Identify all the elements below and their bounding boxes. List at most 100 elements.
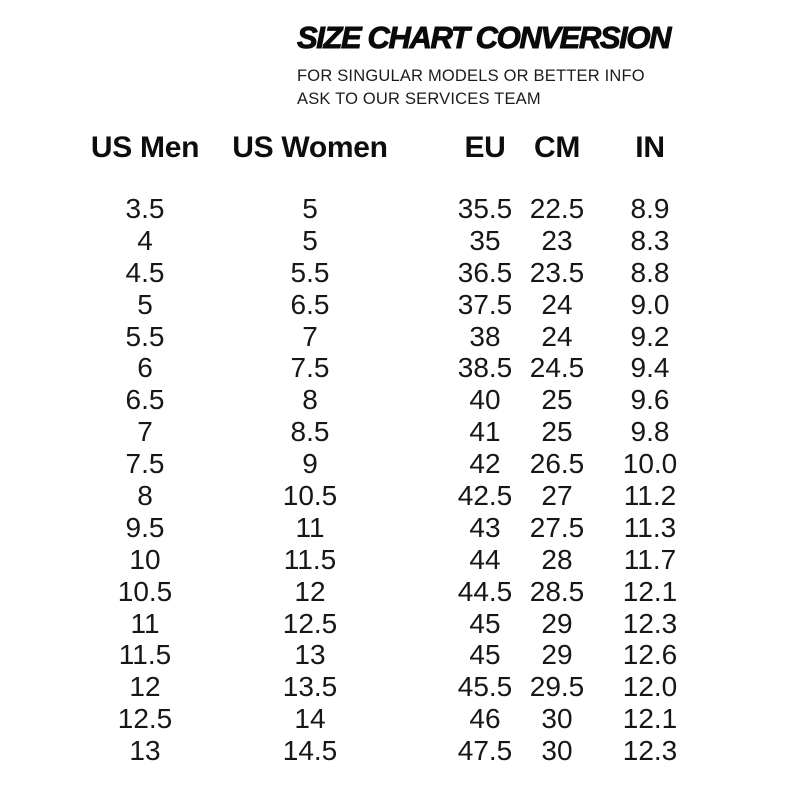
chart-header: SIZE CHART CONVERSION FOR SINGULAR MODEL…: [297, 20, 672, 110]
cell-eu: 38.5: [457, 352, 513, 384]
cell-eu: 46: [469, 703, 501, 735]
table-row: 6.5 8 40 25 9.6: [75, 384, 735, 416]
cell-us-men: 11.5: [118, 639, 172, 671]
cell-us-men: 11: [130, 607, 160, 639]
cell-eu: 40: [469, 384, 501, 416]
cell-cm: 24.5: [529, 352, 585, 384]
table-row: 12 13.5 45.5 29.5 12.0: [75, 671, 735, 703]
cell-us-men: 5.5: [125, 320, 165, 352]
cell-cm: 25: [541, 416, 573, 448]
cell-in: 9.4: [630, 352, 670, 384]
table-row: 5.5 7 38 24 9.2: [75, 321, 735, 353]
cell-us-men: 9.5: [125, 511, 165, 543]
cell-in: 8.9: [630, 193, 670, 224]
cell-us-men: 7: [137, 416, 153, 448]
table-row: 4.5 5.5 36.5 23.5 8.8: [75, 257, 735, 289]
cell-us-men: 6: [137, 352, 153, 384]
cell-cm: 27: [541, 480, 573, 512]
cell-us-men: 10.5: [117, 575, 173, 607]
cell-in: 9.6: [630, 384, 670, 416]
cell-in: 12.3: [622, 735, 678, 767]
cell-us-women: 5.5: [290, 256, 330, 288]
cell-us-women: 8.5: [290, 416, 330, 448]
table-row: 7 8.5 41 25 9.8: [75, 416, 735, 448]
cell-us-women: 7.5: [290, 352, 330, 384]
subtitle-line-1: FOR SINGULAR MODELS OR BETTER INFO: [297, 67, 645, 85]
cell-eu: 42.5: [457, 480, 513, 512]
cell-us-men: 4.5: [125, 256, 165, 288]
cell-eu: 35: [469, 224, 501, 256]
cell-eu: 43: [469, 511, 501, 543]
cell-us-men: 5: [137, 288, 153, 320]
cell-us-women: 7: [302, 320, 318, 352]
cell-cm: 23.5: [529, 256, 585, 288]
cell-in: 11.3: [623, 511, 677, 543]
cell-cm: 29: [541, 639, 573, 671]
table-row: 10 11.5 44 28 11.7: [75, 544, 735, 576]
table-row: 6 7.5 38.5 24.5 9.4: [75, 352, 735, 384]
cell-in: 12.0: [622, 671, 678, 703]
cell-cm: 30: [541, 703, 573, 735]
cell-in: 12.1: [622, 703, 678, 735]
cell-cm: 24: [541, 288, 573, 320]
cell-in: 8.3: [630, 224, 670, 256]
cell-eu: 38: [469, 320, 501, 352]
cell-cm: 27.5: [529, 511, 585, 543]
cell-us-women: 8: [302, 384, 318, 416]
table-row: 9.5 11 43 27.5 11.3: [75, 512, 735, 544]
cell-in: 9.2: [630, 320, 670, 352]
cell-us-women: 10.5: [282, 480, 338, 512]
cell-in: 8.8: [630, 256, 670, 288]
cell-us-men: 3.5: [125, 193, 165, 224]
cell-eu: 35.5: [457, 193, 513, 224]
cell-us-men: 6.5: [125, 384, 165, 416]
table-row: 12.5 14 46 30 12.1: [75, 703, 735, 735]
cell-in: 10.0: [622, 448, 678, 480]
cell-us-men: 7.5: [125, 448, 165, 480]
page-title: SIZE CHART CONVERSION: [297, 20, 672, 56]
cell-eu: 36.5: [457, 256, 513, 288]
cell-eu: 47.5: [457, 735, 513, 767]
cell-in: 12.1: [622, 575, 678, 607]
column-header-cm: CM: [533, 131, 581, 164]
cell-us-men: 12: [129, 671, 161, 703]
cell-cm: 28.5: [529, 575, 585, 607]
cell-cm: 30: [541, 735, 573, 767]
cell-eu: 42: [469, 448, 501, 480]
cell-cm: 25: [541, 384, 573, 416]
cell-cm: 22.5: [529, 193, 585, 224]
cell-us-men: 4: [137, 224, 153, 256]
table-row: 3.5 5 35.5 22.5 8.9: [75, 193, 735, 225]
cell-in: 12.6: [622, 639, 678, 671]
table-row: 13 14.5 47.5 30 12.3: [75, 735, 735, 767]
cell-in: 9.8: [630, 416, 670, 448]
cell-cm: 26.5: [529, 448, 585, 480]
cell-us-women: 11.5: [283, 543, 337, 575]
table-row: 7.5 9 42 26.5 10.0: [75, 448, 735, 480]
column-header-us-men: US Men: [90, 131, 200, 164]
subtitle-line-2: ASK TO OUR SERVICES TEAM: [297, 89, 541, 108]
cell-cm: 24: [541, 320, 573, 352]
table-row: 11 12.5 45 29 12.3: [75, 608, 735, 640]
cell-cm: 29: [541, 607, 573, 639]
table-header-row: US Men US Women EU CM IN: [75, 131, 735, 169]
cell-us-men: 12.5: [117, 703, 173, 735]
cell-in: 9.0: [630, 288, 670, 320]
cell-eu: 37.5: [457, 288, 513, 320]
cell-us-women: 12.5: [282, 607, 338, 639]
cell-cm: 29.5: [529, 671, 585, 703]
column-header-in: IN: [635, 131, 665, 164]
cell-us-women: 14.5: [282, 735, 338, 767]
cell-us-women: 14: [294, 703, 326, 735]
cell-in: 11.7: [623, 543, 677, 575]
cell-eu: 45: [469, 639, 501, 671]
cell-us-women: 13: [294, 639, 326, 671]
cell-us-men: 13: [129, 735, 161, 767]
table-row: 5 6.5 37.5 24 9.0: [75, 289, 735, 321]
cell-eu: 44.5: [457, 575, 513, 607]
cell-us-men: 8: [137, 480, 153, 512]
cell-us-women: 12: [294, 575, 326, 607]
table-row: 10.5 12 44.5 28.5 12.1: [75, 576, 735, 608]
cell-eu: 44: [469, 543, 501, 575]
table-row: 8 10.5 42.5 27 11.2: [75, 480, 735, 512]
